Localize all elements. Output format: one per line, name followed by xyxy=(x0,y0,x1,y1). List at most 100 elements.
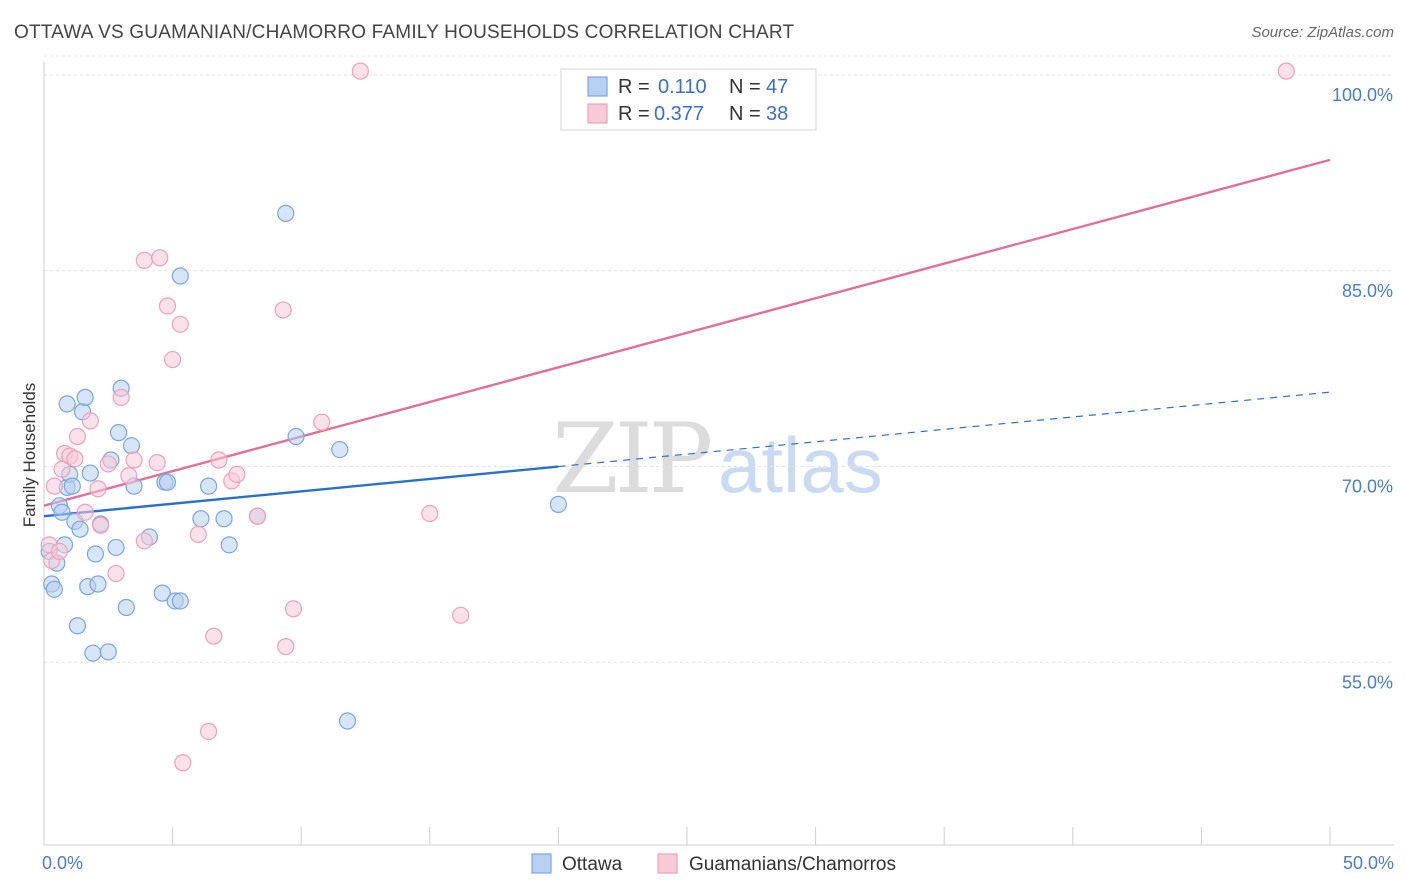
point-ottawa xyxy=(58,395,76,413)
point-guamanians-chamorros xyxy=(112,388,130,406)
point-guamanians-chamorros xyxy=(228,465,246,483)
point-ottawa xyxy=(192,510,210,528)
point-ottawa xyxy=(215,510,233,528)
watermark-atlas-text: atlas xyxy=(718,421,883,509)
point-ottawa xyxy=(89,575,107,593)
trend-line-guamanians-chamorros xyxy=(43,158,1331,507)
point-ottawa xyxy=(99,643,117,661)
stats-legend-n-label-guamanian: N = xyxy=(729,103,761,125)
point-guamanians-chamorros xyxy=(89,480,107,498)
point-guamanians-chamorros xyxy=(107,564,125,583)
stats-legend-swatch-ottawa xyxy=(587,76,608,97)
point-guamanians-chamorros xyxy=(313,413,331,431)
point-ottawa xyxy=(45,580,63,598)
stats-legend-swatch-guamanian xyxy=(587,103,608,124)
y-tick-labels: 55.0% 70.0% 85.0% 100.0% xyxy=(1332,85,1393,692)
point-ottawa xyxy=(171,592,189,610)
gridlines xyxy=(44,55,1394,663)
point-ottawa xyxy=(117,598,135,617)
point-ottawa xyxy=(84,644,102,662)
point-guamanians-chamorros xyxy=(81,412,99,430)
y-tick-label: 100.0% xyxy=(1332,85,1393,105)
y-tick-label: 55.0% xyxy=(1342,672,1393,692)
point-guamanians-chamorros xyxy=(148,454,166,472)
point-ottawa xyxy=(81,464,99,482)
point-ottawa xyxy=(107,538,125,557)
trend-lines xyxy=(43,158,1331,518)
point-ottawa xyxy=(549,495,568,513)
point-ottawa xyxy=(200,477,218,495)
point-ottawa xyxy=(76,388,94,406)
point-ottawa xyxy=(277,204,295,222)
point-guamanians-chamorros xyxy=(174,754,192,772)
point-ottawa xyxy=(122,437,141,455)
series-legend-swatch-guamanian xyxy=(657,853,678,874)
stats-legend-r-ottawa: 0.110 xyxy=(658,76,707,98)
stats-legend-n-ottawa: 47 xyxy=(766,76,788,98)
x-tick-label-max: 50.0% xyxy=(1343,853,1394,873)
point-guamanians-chamorros xyxy=(135,532,153,550)
point-guamanians-chamorros xyxy=(68,427,87,446)
chart-title: OTTAWA VS GUAMANIAN/CHAMORRO FAMILY HOUS… xyxy=(14,22,795,43)
point-guamanians-chamorros xyxy=(171,315,189,333)
series-legend-label-guamanian: Guamanians/Chamorros xyxy=(689,854,896,875)
point-guamanians-chamorros xyxy=(210,451,228,469)
point-guamanians-chamorros xyxy=(151,249,169,267)
point-guamanians-chamorros xyxy=(189,525,207,544)
point-ottawa xyxy=(331,440,349,459)
series-legend: Ottawa Guamanians/Chamorros xyxy=(531,853,896,875)
data-points xyxy=(40,62,1295,772)
point-guamanians-chamorros xyxy=(274,301,292,319)
x-tick-label-min: 0.0% xyxy=(42,853,83,873)
point-guamanians-chamorros xyxy=(66,450,84,468)
watermark-zip-text: ZIP xyxy=(552,403,711,515)
watermark: ZIP atlas xyxy=(552,403,883,515)
point-ottawa xyxy=(338,712,357,730)
point-guamanians-chamorros xyxy=(120,467,138,485)
point-guamanians-chamorros xyxy=(277,638,295,656)
point-ottawa xyxy=(109,424,128,442)
chart-source: Source: ZipAtlas.com xyxy=(1251,24,1394,41)
stats-legend: R = 0.110 N = 47 R = 0.377 N = 38 xyxy=(560,68,817,131)
point-ottawa xyxy=(53,503,71,521)
point-guamanians-chamorros xyxy=(45,477,63,495)
point-guamanians-chamorros xyxy=(200,722,218,741)
point-guamanians-chamorros xyxy=(135,251,153,269)
stats-legend-r-label-guamanian: R = xyxy=(618,103,650,125)
stats-legend-n-label-ottawa: N = xyxy=(729,76,761,98)
point-guamanians-chamorros xyxy=(76,503,94,521)
point-guamanians-chamorros xyxy=(158,297,177,315)
stats-legend-r-label-ottawa: R = xyxy=(618,76,650,98)
point-guamanians-chamorros xyxy=(1277,62,1295,80)
point-ottawa xyxy=(63,477,81,495)
point-guamanians-chamorros xyxy=(248,507,267,525)
y-tick-label: 85.0% xyxy=(1342,281,1393,301)
point-guamanians-chamorros xyxy=(351,62,369,80)
series-legend-swatch-ottawa xyxy=(531,853,552,874)
point-ottawa xyxy=(153,584,171,602)
point-guamanians-chamorros xyxy=(452,606,470,624)
point-guamanians-chamorros xyxy=(125,451,143,469)
point-ottawa xyxy=(71,520,89,538)
point-guamanians-chamorros xyxy=(99,455,117,473)
point-ottawa xyxy=(158,473,177,491)
point-guamanians-chamorros xyxy=(50,542,69,560)
stats-legend-r-guamanian: 0.377 xyxy=(654,103,704,125)
point-guamanians-chamorros xyxy=(164,350,182,369)
stats-legend-n-guamanian: 38 xyxy=(766,103,788,125)
point-guamanians-chamorros xyxy=(421,504,439,523)
point-ottawa xyxy=(171,267,189,285)
point-guamanians-chamorros xyxy=(205,627,223,645)
y-tick-label: 70.0% xyxy=(1342,477,1393,497)
point-ottawa xyxy=(86,545,105,563)
axes xyxy=(43,62,1394,846)
trend-line-ottawa xyxy=(43,465,559,518)
point-guamanians-chamorros xyxy=(284,600,303,618)
point-ottawa xyxy=(287,427,305,446)
point-ottawa xyxy=(220,536,238,554)
point-ottawa xyxy=(68,617,87,635)
series-legend-label-ottawa: Ottawa xyxy=(562,854,623,875)
point-guamanians-chamorros xyxy=(91,516,110,534)
y-axis-title: Family Households xyxy=(20,383,39,528)
